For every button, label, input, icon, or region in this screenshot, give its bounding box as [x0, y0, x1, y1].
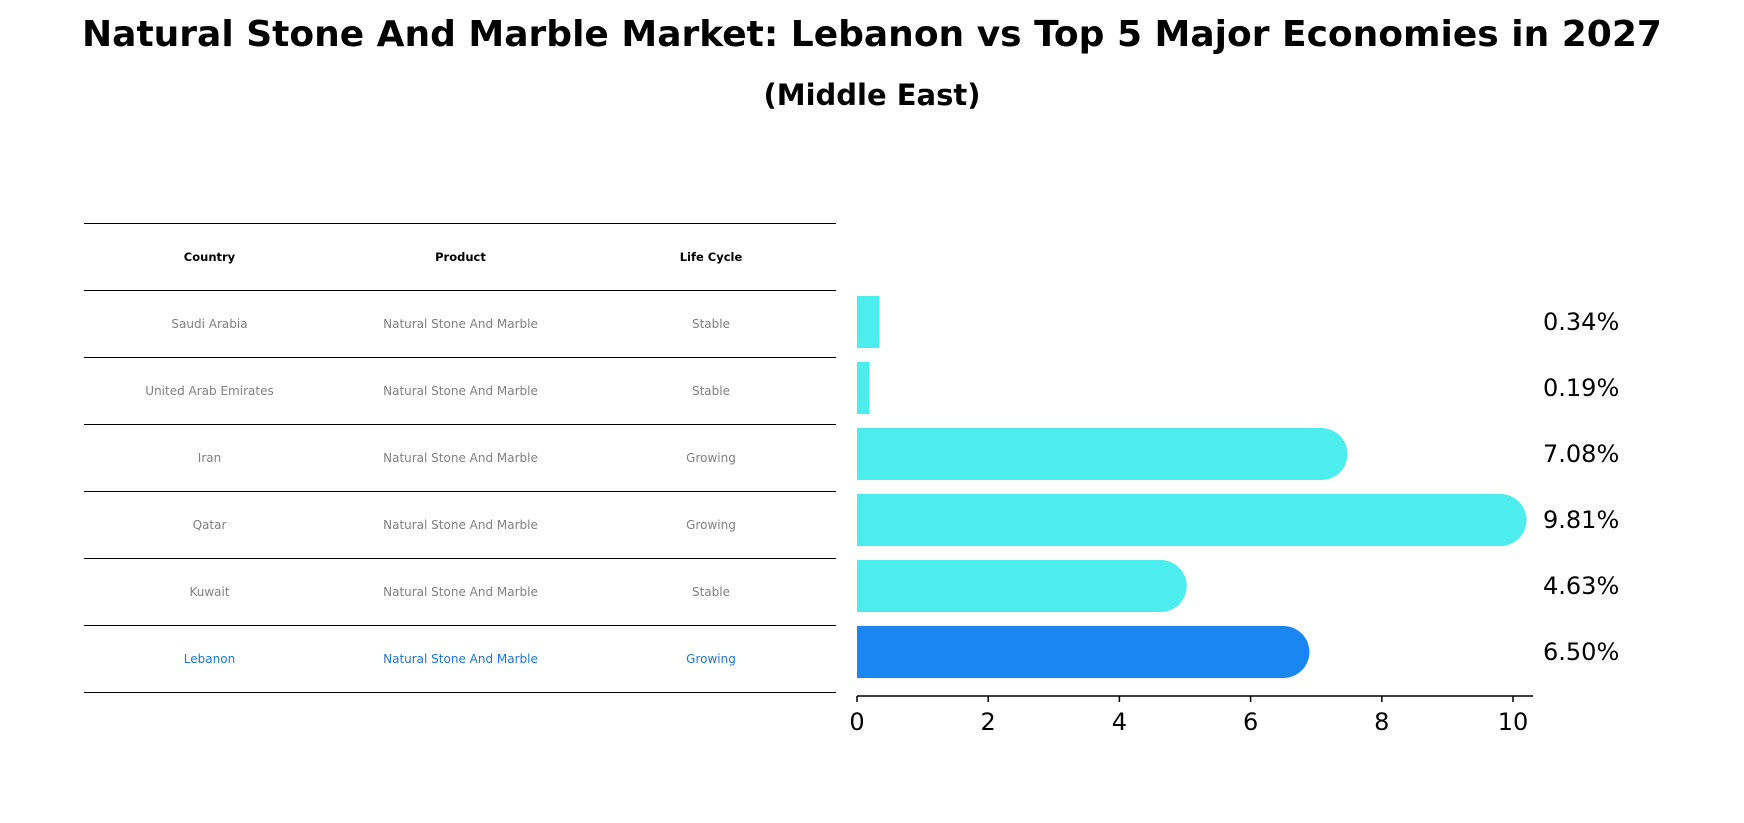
life-cycle-cell: Growing — [686, 451, 736, 465]
life-cycle-cell: Stable — [691, 585, 730, 599]
bar-iran — [857, 428, 1322, 480]
value-label: 6.50% — [1543, 638, 1619, 666]
table-header-row: Country Product Life Cycle — [84, 223, 836, 290]
bar-lebanon — [857, 626, 1284, 678]
table-row: Saudi Arabia Natural Stone And Marble St… — [84, 290, 836, 357]
country-cell: Iran — [197, 451, 222, 465]
chart-subtitle: (Middle East) — [763, 78, 981, 112]
product-cell: Natural Stone And Marble — [383, 384, 538, 398]
table-row: Kuwait Natural Stone And Marble Stable — [84, 558, 836, 625]
value-label: 4.63% — [1543, 572, 1619, 600]
bar-cap — [1134, 560, 1187, 612]
product-cell: Natural Stone And Marble — [383, 317, 538, 331]
header-country: Country — [183, 250, 236, 264]
product-cell: Natural Stone And Marble — [383, 652, 538, 666]
country-cell: Lebanon — [183, 652, 236, 666]
value-label: 0.34% — [1543, 308, 1619, 336]
bar-cap — [1257, 626, 1310, 678]
data-table: Country Product Life Cycle Saudi Arabia … — [84, 223, 836, 693]
x-tick-label: 4 — [1112, 708, 1127, 736]
life-cycle-cell: Stable — [691, 384, 730, 398]
bar-kuwait — [857, 560, 1161, 612]
bar-qatar — [857, 494, 1501, 546]
table-row: United Arab Emirates Natural Stone And M… — [84, 357, 836, 424]
country-cell: Qatar — [192, 518, 227, 532]
bar-cap — [1295, 428, 1348, 480]
x-tick-label: 8 — [1374, 708, 1389, 736]
life-cycle-cell: Growing — [686, 518, 736, 532]
value-label: 0.19% — [1543, 374, 1619, 402]
x-tick-label: 6 — [1243, 708, 1258, 736]
table-row: Qatar Natural Stone And Marble Growing — [84, 491, 836, 558]
header-life-cycle: Life Cycle — [679, 250, 743, 264]
bar-cap — [1474, 494, 1527, 546]
bar-saudi-arabia — [857, 296, 880, 348]
product-cell: Natural Stone And Marble — [383, 585, 538, 599]
value-label: 7.08% — [1543, 440, 1619, 468]
value-label: 9.81% — [1543, 506, 1619, 534]
country-cell: Kuwait — [189, 585, 230, 599]
table-row-highlight: Lebanon Natural Stone And Marble Growing — [84, 625, 836, 693]
product-cell: Natural Stone And Marble — [383, 518, 538, 532]
table-row: Iran Natural Stone And Marble Growing — [84, 424, 836, 491]
product-cell: Natural Stone And Marble — [383, 451, 538, 465]
country-cell: Saudi Arabia — [171, 317, 248, 331]
chart-title: Natural Stone And Marble Market: Lebanon… — [82, 14, 1662, 55]
x-tick-label: 0 — [849, 708, 864, 736]
life-cycle-cell: Growing — [686, 652, 736, 666]
header-product: Product — [435, 250, 486, 264]
life-cycle-cell: Stable — [691, 317, 730, 331]
country-cell: United Arab Emirates — [145, 384, 274, 398]
x-tick-label: 10 — [1498, 708, 1529, 736]
x-tick-label: 2 — [981, 708, 996, 736]
bar-united-arab-emirates — [857, 362, 870, 414]
